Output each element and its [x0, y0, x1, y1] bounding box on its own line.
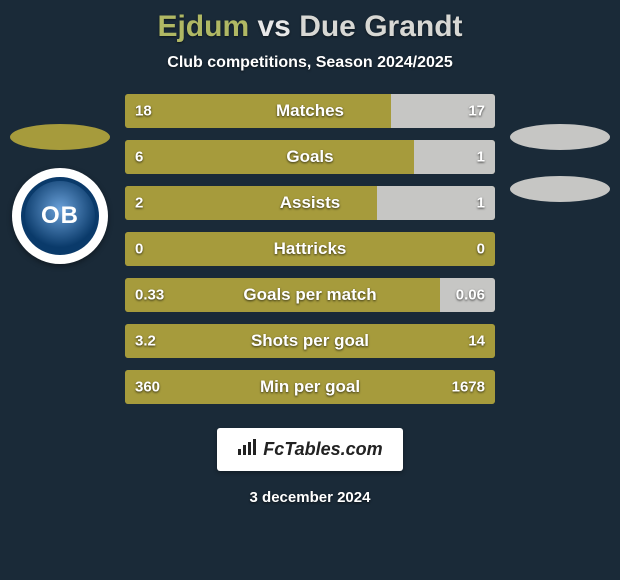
title-player1: Ejdum [157, 10, 249, 43]
stat-bar-fill-left [125, 140, 414, 174]
stat-bar-fill-left [125, 186, 377, 220]
stat-value-left: 2 [135, 195, 143, 212]
stat-value-right: 1 [477, 195, 485, 212]
chart-icon [237, 438, 257, 461]
stat-bar: 61Goals [125, 140, 495, 174]
brand-logo: FcTables.com [217, 428, 402, 471]
stat-value-left: 0.33 [135, 287, 164, 304]
stat-bar-fill-left [125, 370, 495, 404]
stat-bar-fill-left [125, 232, 495, 266]
stat-bar: 3601678Min per goal [125, 370, 495, 404]
stat-value-right: 14 [468, 333, 485, 350]
stat-bar: 1817Matches [125, 94, 495, 128]
main-container: Ejdum vs Due Grandt Club competitions, S… [0, 0, 620, 580]
page-title: Ejdum vs Due Grandt [157, 10, 462, 44]
stat-value-left: 3.2 [135, 333, 156, 350]
footer-date: 3 december 2024 [250, 489, 371, 506]
stat-bar: 3.214Shots per goal [125, 324, 495, 358]
stat-bar-fill-left [125, 278, 440, 312]
stat-value-right: 0.06 [456, 287, 485, 304]
stat-bar: 21Assists [125, 186, 495, 220]
brand-prefix: Fc [263, 439, 284, 459]
stat-value-left: 0 [135, 241, 143, 258]
stat-value-right: 1 [477, 149, 485, 166]
player1-marker-ellipse [10, 124, 110, 150]
title-player2: Due Grandt [299, 10, 462, 43]
brand-text: FcTables.com [263, 439, 382, 460]
stat-value-left: 360 [135, 379, 160, 396]
stat-value-right: 0 [477, 241, 485, 258]
stat-value-left: 18 [135, 103, 152, 120]
player2-marker-ellipse-2 [510, 176, 610, 202]
stat-bar-fill-left [125, 324, 495, 358]
stat-bar-fill-left [125, 94, 391, 128]
club-badge-text: OB [21, 177, 99, 255]
brand-suffix: Tables.com [284, 439, 382, 459]
stat-value-right: 1678 [452, 379, 485, 396]
stat-value-right: 17 [468, 103, 485, 120]
player2-marker-ellipse-1 [510, 124, 610, 150]
subtitle: Club competitions, Season 2024/2025 [167, 54, 452, 72]
stat-value-left: 6 [135, 149, 143, 166]
stats-bars: 1817Matches61Goals21Assists00Hattricks0.… [125, 94, 495, 404]
title-vs: vs [257, 10, 290, 43]
stat-bar: 00Hattricks [125, 232, 495, 266]
club-badge: OB [12, 168, 108, 264]
stat-bar: 0.330.06Goals per match [125, 278, 495, 312]
